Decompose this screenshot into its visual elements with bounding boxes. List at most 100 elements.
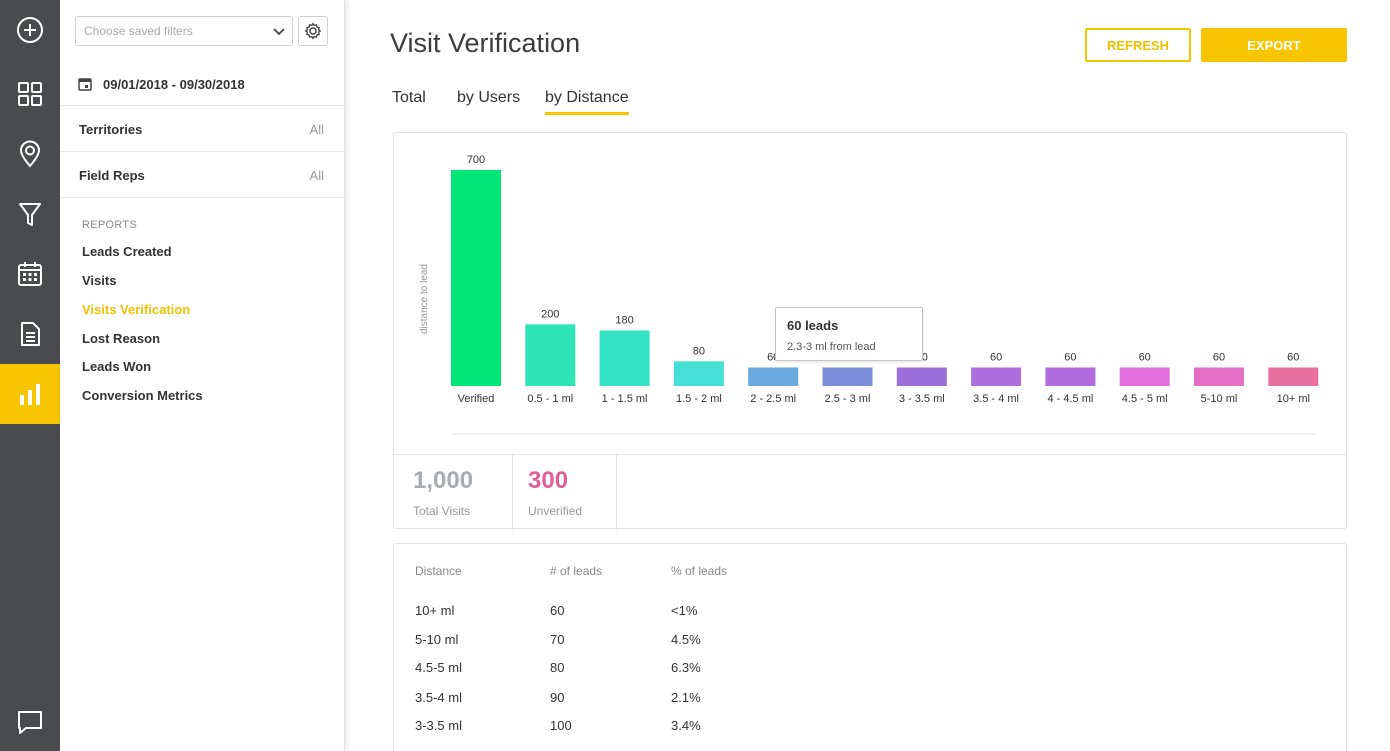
report-link-leads-won[interactable]: Leads Won <box>82 359 152 374</box>
bar-4[interactable] <box>748 367 799 386</box>
report-link-leads-created[interactable]: Leads Created <box>82 244 172 259</box>
row-leads-count-cell: 70 <box>550 632 565 647</box>
column-header-leads-count: # of leads <box>550 564 603 578</box>
stat-unverified: 300 Unverified <box>513 455 617 530</box>
bar-6[interactable] <box>896 367 947 386</box>
bar-10[interactable] <box>1194 367 1244 386</box>
bar-5[interactable] <box>822 367 873 386</box>
x-tick-label: 4 - 4.5 ml <box>1047 393 1093 405</box>
x-tick-label: 10+ ml <box>1277 393 1310 405</box>
chevron-down-icon <box>273 28 285 36</box>
bar-value-label: 200 <box>541 308 559 320</box>
row-distance-cell: 10+ ml <box>415 603 455 618</box>
bar-8[interactable] <box>1045 367 1096 386</box>
chat-icon <box>18 711 42 734</box>
tab-by-distance[interactable]: by Distance <box>545 89 629 115</box>
report-link-visits-verification[interactable]: Visits Verification <box>82 302 191 317</box>
chat-button[interactable] <box>0 692 60 751</box>
bar-value-label: 180 <box>615 314 633 326</box>
reports-section-title: REPORTS <box>82 219 138 231</box>
x-tick-label: 4.5 - 5 ml <box>1122 393 1168 405</box>
row-leads-percent-cell: 6.3% <box>671 660 701 675</box>
stats-row: 1,000 Total Visits 300 Unverified <box>394 454 1346 530</box>
dashboard-icon <box>18 82 42 106</box>
row-leads-count-cell: 90 <box>550 690 565 705</box>
x-tick-label: 3.5 - 4 ml <box>973 393 1019 405</box>
field-reps-filter[interactable]: Field Reps All <box>60 152 345 198</box>
add-button[interactable] <box>0 0 60 60</box>
bar-value-label: 60 <box>1213 351 1225 363</box>
bar-3[interactable] <box>673 361 724 386</box>
tab-by-users[interactable]: by Users <box>457 89 521 106</box>
bar-value-label: 60 <box>990 351 1002 363</box>
page-title: Visit Verification <box>390 28 581 58</box>
map-pin-icon <box>19 140 41 168</box>
export-button[interactable]: EXPORT <box>1201 28 1347 62</box>
tooltip-detail: 2.3-3 ml from lead <box>787 341 876 353</box>
distance-table: Distance # of leads % of leads 10+ ml 60 <… <box>393 543 1347 751</box>
report-link-lost-reason[interactable]: Lost Reason <box>82 331 161 346</box>
map-button[interactable] <box>0 124 60 184</box>
row-distance-cell: 4.5-5 ml <box>415 660 462 675</box>
tooltip-title: 60 leads <box>787 318 839 333</box>
bar-1[interactable] <box>525 324 576 386</box>
gear-icon <box>304 22 322 40</box>
bar-chart-icon <box>20 384 40 405</box>
bar-value-label: 60 <box>1139 351 1151 363</box>
distance-bar-chart: distance to lead 700 Verified 200 0.5 - 1 ml… <box>419 154 1319 435</box>
x-tick-label: Verified <box>458 393 495 405</box>
x-tick-label: 3 - 3.5 ml <box>899 393 945 405</box>
total-visits-value: 1,000 <box>413 467 474 494</box>
bar-2[interactable] <box>599 330 650 386</box>
date-range-picker[interactable]: 09/01/2018 - 09/30/2018 <box>60 62 345 106</box>
filters-sidebar: Choose saved filters 09/01/2018 - 09/30/… <box>60 0 345 751</box>
saved-filters-select[interactable]: Choose saved filters <box>75 16 293 46</box>
calendar-icon <box>78 78 92 91</box>
tab-total[interactable]: Total <box>392 89 426 106</box>
unverified-value: 300 <box>528 467 569 494</box>
calendar-button[interactable] <box>0 244 60 304</box>
field-reps-value: All <box>309 168 324 183</box>
row-leads-percent-cell: 2.1% <box>671 690 701 705</box>
total-visits-caption: Total Visits <box>413 504 471 518</box>
row-leads-count-cell: 60 <box>550 603 565 618</box>
territories-filter[interactable]: Territories All <box>60 106 345 152</box>
stat-total-visits: 1,000 Total Visits <box>394 455 513 530</box>
x-tick-label: 1.5 - 2 ml <box>676 393 722 405</box>
reports-button[interactable] <box>0 364 60 424</box>
column-header-leads-percent: % of leads <box>671 564 728 578</box>
x-tick-label: 5-10 ml <box>1201 393 1238 405</box>
dashboard-button[interactable] <box>0 64 60 124</box>
bar-0[interactable] <box>451 170 501 386</box>
documents-button[interactable] <box>0 304 60 364</box>
add-icon <box>17 17 43 43</box>
filter-button[interactable] <box>0 184 60 244</box>
row-leads-percent-cell: <1% <box>671 603 698 618</box>
territories-label: Territories <box>79 122 143 137</box>
bar-value-label: 60 <box>1287 351 1299 363</box>
x-tick-label: 0.5 - 1 ml <box>527 393 573 405</box>
report-link-visits[interactable]: Visits <box>82 273 117 288</box>
calendar-icon <box>18 262 42 286</box>
x-tick-label: 1 - 1.5 ml <box>602 393 648 405</box>
date-range-text: 09/01/2018 - 09/30/2018 <box>103 77 245 92</box>
x-tick-label: 2.5 - 3 ml <box>825 393 871 405</box>
icon-rail <box>0 0 60 751</box>
report-link-conversion-metrics[interactable]: Conversion Metrics <box>82 388 203 403</box>
bar-11[interactable] <box>1268 367 1319 386</box>
bar-value-label: 80 <box>693 345 705 357</box>
territories-value: All <box>309 122 324 137</box>
saved-filters-placeholder: Choose saved filters <box>84 24 193 38</box>
refresh-button[interactable]: REFRESH <box>1085 28 1191 62</box>
bar-9[interactable] <box>1119 367 1170 386</box>
bar-value-label: 700 <box>467 154 485 166</box>
bar-7[interactable] <box>971 367 1022 386</box>
row-distance-cell: 5-10 ml <box>415 632 459 647</box>
unverified-caption: Unverified <box>528 504 583 518</box>
field-reps-label: Field Reps <box>79 168 145 183</box>
document-icon <box>21 322 40 346</box>
x-tick-label: 2 - 2.5 ml <box>750 393 796 405</box>
filter-settings-button[interactable] <box>298 16 328 46</box>
row-distance-cell: 3-3.5 ml <box>415 718 462 733</box>
row-leads-count-cell: 80 <box>550 660 565 675</box>
